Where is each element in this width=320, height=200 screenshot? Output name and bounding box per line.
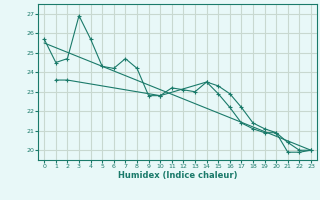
X-axis label: Humidex (Indice chaleur): Humidex (Indice chaleur): [118, 171, 237, 180]
